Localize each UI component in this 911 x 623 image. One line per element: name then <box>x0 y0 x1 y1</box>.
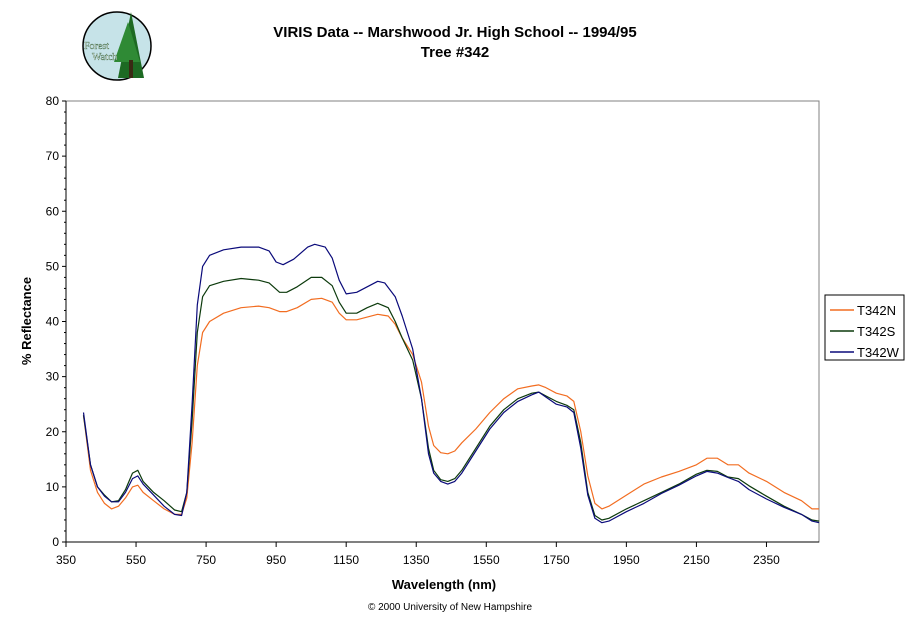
copyright-text: © 2000 University of New Hampshire <box>368 602 533 613</box>
logo-text-line2: Watch <box>92 52 117 63</box>
legend-box <box>824 294 905 361</box>
legend-label-t342n: T342N <box>857 303 896 318</box>
plot-area <box>65 100 820 543</box>
x-tick-label: 1350 <box>403 553 430 567</box>
y-axis-label: % Reflectance <box>19 277 34 365</box>
chart-title: VIRIS Data -- Marshwood Jr. High School … <box>273 24 636 41</box>
legend: T342N T342S T342W <box>824 294 905 361</box>
series-lines <box>82 243 820 524</box>
y-tick-label: 80 <box>46 94 60 108</box>
x-tick-label: 1150 <box>333 553 359 567</box>
y-tick-label: 60 <box>46 204 60 218</box>
x-tick-label: 550 <box>126 553 146 567</box>
x-tick-label: 1950 <box>613 553 640 567</box>
x-tick-label: 950 <box>266 553 286 567</box>
y-tick-label: 30 <box>46 370 60 384</box>
x-axis: 350 550 750 950 1150 1350 1550 1750 1950 2150 2350 <box>56 542 780 567</box>
x-tick-label: 2350 <box>753 553 780 567</box>
legend-label-t342s: T342S <box>857 324 896 339</box>
y-tick-label: 40 <box>46 315 60 329</box>
x-tick-label: 2150 <box>683 553 710 567</box>
series-line-t342s <box>82 276 820 522</box>
x-tick-label: 1750 <box>543 553 570 567</box>
y-axis: 0 10 20 30 40 50 60 70 80 <box>46 94 66 549</box>
x-tick-label: 350 <box>56 553 76 567</box>
y-tick-label: 0 <box>52 535 59 549</box>
x-axis-label: Wavelength (nm) <box>392 577 496 592</box>
series-line-t342w <box>82 243 820 524</box>
logo-text-line1: Forest <box>84 41 109 52</box>
forest-watch-logo: Forest Watch <box>82 11 152 81</box>
y-tick-label: 10 <box>46 480 60 494</box>
legend-label-t342w: T342W <box>857 345 900 360</box>
chart-subtitle: Tree #342 <box>421 44 489 61</box>
y-tick-label: 70 <box>46 149 60 163</box>
x-tick-label: 1550 <box>473 553 500 567</box>
x-tick-label: 750 <box>196 553 216 567</box>
y-tick-label: 50 <box>46 259 60 273</box>
y-tick-label: 20 <box>46 425 60 439</box>
